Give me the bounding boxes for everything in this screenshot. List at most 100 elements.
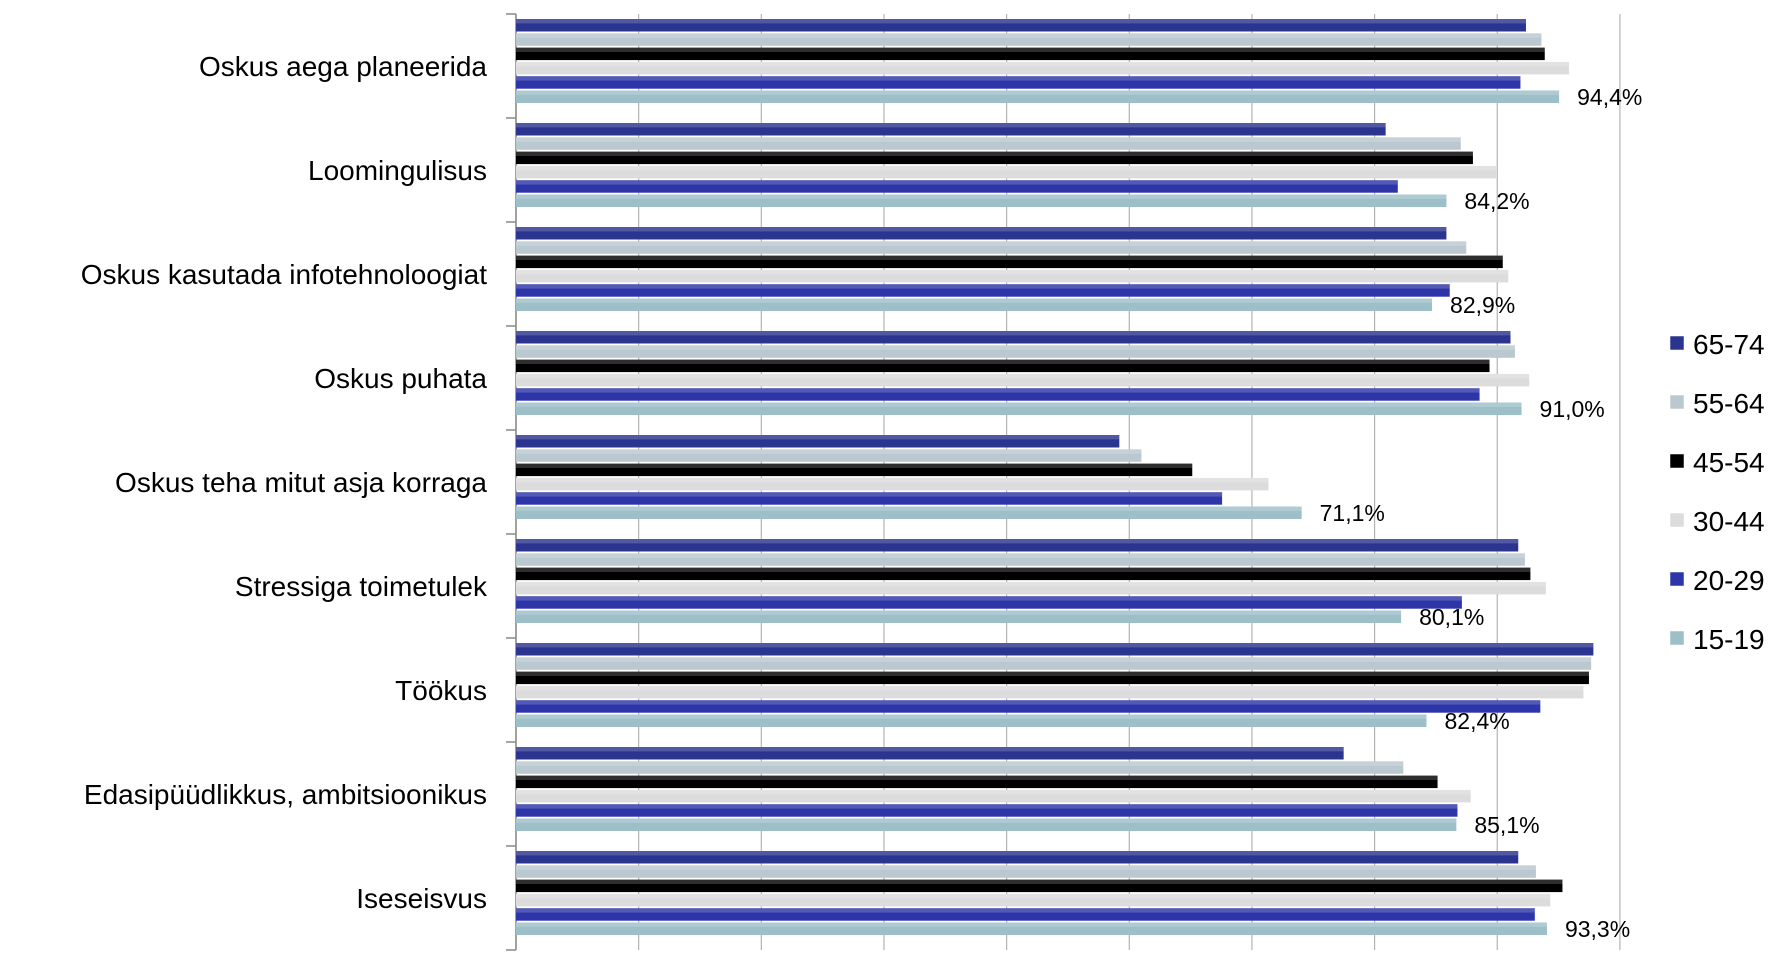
- bar-highlight: [516, 359, 1490, 364]
- bar-highlight: [516, 449, 1142, 454]
- bar-55-64-2: [516, 241, 1467, 254]
- bar-30-44-1: [516, 165, 1497, 179]
- bar-55-64-0: [516, 33, 1542, 46]
- bar-65-74-3: [516, 331, 1511, 344]
- bar-highlight: [516, 761, 1404, 766]
- bar-65-74-5: [516, 539, 1519, 552]
- legend-swatch: [1669, 335, 1685, 351]
- bar-highlight: [516, 879, 1563, 884]
- bar-highlight: [516, 151, 1473, 156]
- data-label: 84,2%: [1464, 188, 1529, 214]
- bar-45-54-4: [516, 463, 1193, 477]
- bar-45-54-7: [516, 775, 1438, 789]
- bar-highlight: [516, 506, 1302, 511]
- bar-55-64-7: [516, 761, 1404, 774]
- bar-15-19-8: [516, 922, 1547, 935]
- bar-highlight: [516, 61, 1570, 67]
- legend-swatch: [1669, 630, 1685, 646]
- bar-highlight: [516, 567, 1531, 572]
- category-labels: Oskus aega planeerida Loomingulisus Oskus …: [81, 51, 488, 914]
- bar-highlight: [516, 851, 1519, 856]
- bar-highlight: [516, 818, 1457, 823]
- category-label: Loomingulisus: [308, 155, 487, 186]
- legend-label: 55-64: [1693, 388, 1765, 419]
- bar-45-54-1: [516, 151, 1473, 165]
- bar-55-64-4: [516, 449, 1142, 462]
- bar-45-54-6: [516, 671, 1589, 685]
- legend-label: 30-44: [1693, 506, 1765, 537]
- bar-15-19-2: [516, 298, 1433, 311]
- bar-highlight: [516, 19, 1526, 24]
- bar-highlight: [516, 373, 1530, 379]
- bar-55-64-1: [516, 137, 1461, 150]
- bar-30-44-8: [516, 893, 1551, 907]
- bar-highlight: [516, 671, 1589, 676]
- bar-20-29-6: [516, 700, 1541, 713]
- bar-highlight: [516, 227, 1447, 232]
- bar-30-44-0: [516, 61, 1570, 75]
- category-label: Oskus aega planeerida: [199, 51, 487, 82]
- bar-15-19-5: [516, 610, 1402, 623]
- bar-15-19-4: [516, 506, 1302, 519]
- data-label: 71,1%: [1320, 500, 1385, 526]
- bar-highlight: [516, 789, 1471, 795]
- data-label: 91,0%: [1540, 396, 1605, 422]
- bar-highlight: [516, 775, 1438, 780]
- category-label: Oskus puhata: [314, 363, 487, 394]
- legend-swatch: [1669, 512, 1685, 528]
- data-label: 93,3%: [1565, 916, 1630, 942]
- bar-45-54-2: [516, 255, 1503, 269]
- category-label: Oskus kasutada infotehnoloogiat: [81, 259, 487, 290]
- bar-highlight: [516, 922, 1547, 927]
- bar-65-74-0: [516, 19, 1526, 32]
- bar-30-44-3: [516, 373, 1530, 387]
- bar-highlight: [516, 90, 1560, 95]
- bar-45-54-5: [516, 567, 1531, 581]
- category-label: Edasipüüdlikkus, ambitsioonikus: [84, 779, 487, 810]
- legend: 65-74 55-64 45-54 30-44 20-29 15-19: [1669, 329, 1765, 655]
- bar-highlight: [516, 165, 1497, 171]
- data-label: 94,4%: [1577, 84, 1642, 110]
- bar-55-64-6: [516, 657, 1592, 670]
- bar-highlight: [516, 714, 1427, 719]
- bar-20-29-1: [516, 180, 1398, 193]
- data-label: 80,1%: [1419, 604, 1484, 630]
- bar-20-29-8: [516, 908, 1535, 921]
- bar-20-29-0: [516, 76, 1521, 89]
- bar-highlight: [516, 893, 1551, 899]
- bar-highlight: [516, 269, 1509, 275]
- bar-highlight: [516, 700, 1541, 705]
- bar-30-44-7: [516, 789, 1471, 803]
- category-label: Iseseisvus: [356, 883, 487, 914]
- bar-highlight: [516, 657, 1592, 662]
- legend-label: 15-19: [1693, 624, 1765, 655]
- bar-highlight: [516, 581, 1546, 587]
- bar-15-19-0: [516, 90, 1560, 103]
- bar-highlight: [516, 255, 1503, 260]
- bar-highlight: [516, 908, 1535, 913]
- bar-highlight: [516, 345, 1515, 350]
- legend-swatch: [1669, 571, 1685, 587]
- bar-20-29-3: [516, 388, 1480, 401]
- bar-highlight: [516, 194, 1447, 199]
- bar-highlight: [516, 180, 1398, 185]
- bar-highlight: [516, 298, 1433, 303]
- data-label: 82,4%: [1445, 708, 1510, 734]
- bar-highlight: [516, 463, 1193, 468]
- category-label: Oskus teha mitut asja korraga: [115, 467, 487, 498]
- bar-30-44-4: [516, 477, 1269, 491]
- legend-swatch: [1669, 394, 1685, 410]
- bar-highlight: [516, 435, 1120, 440]
- bar-highlight: [516, 331, 1511, 336]
- bar-highlight: [516, 402, 1522, 407]
- legend-label: 20-29: [1693, 565, 1765, 596]
- bar-65-74-4: [516, 435, 1120, 448]
- bar-30-44-5: [516, 581, 1546, 595]
- bar-20-29-2: [516, 284, 1450, 297]
- bar-15-19-1: [516, 194, 1447, 207]
- data-label: 85,1%: [1474, 812, 1539, 838]
- bar-15-19-7: [516, 818, 1457, 831]
- bar-65-74-8: [516, 851, 1519, 864]
- bar-65-74-2: [516, 227, 1447, 240]
